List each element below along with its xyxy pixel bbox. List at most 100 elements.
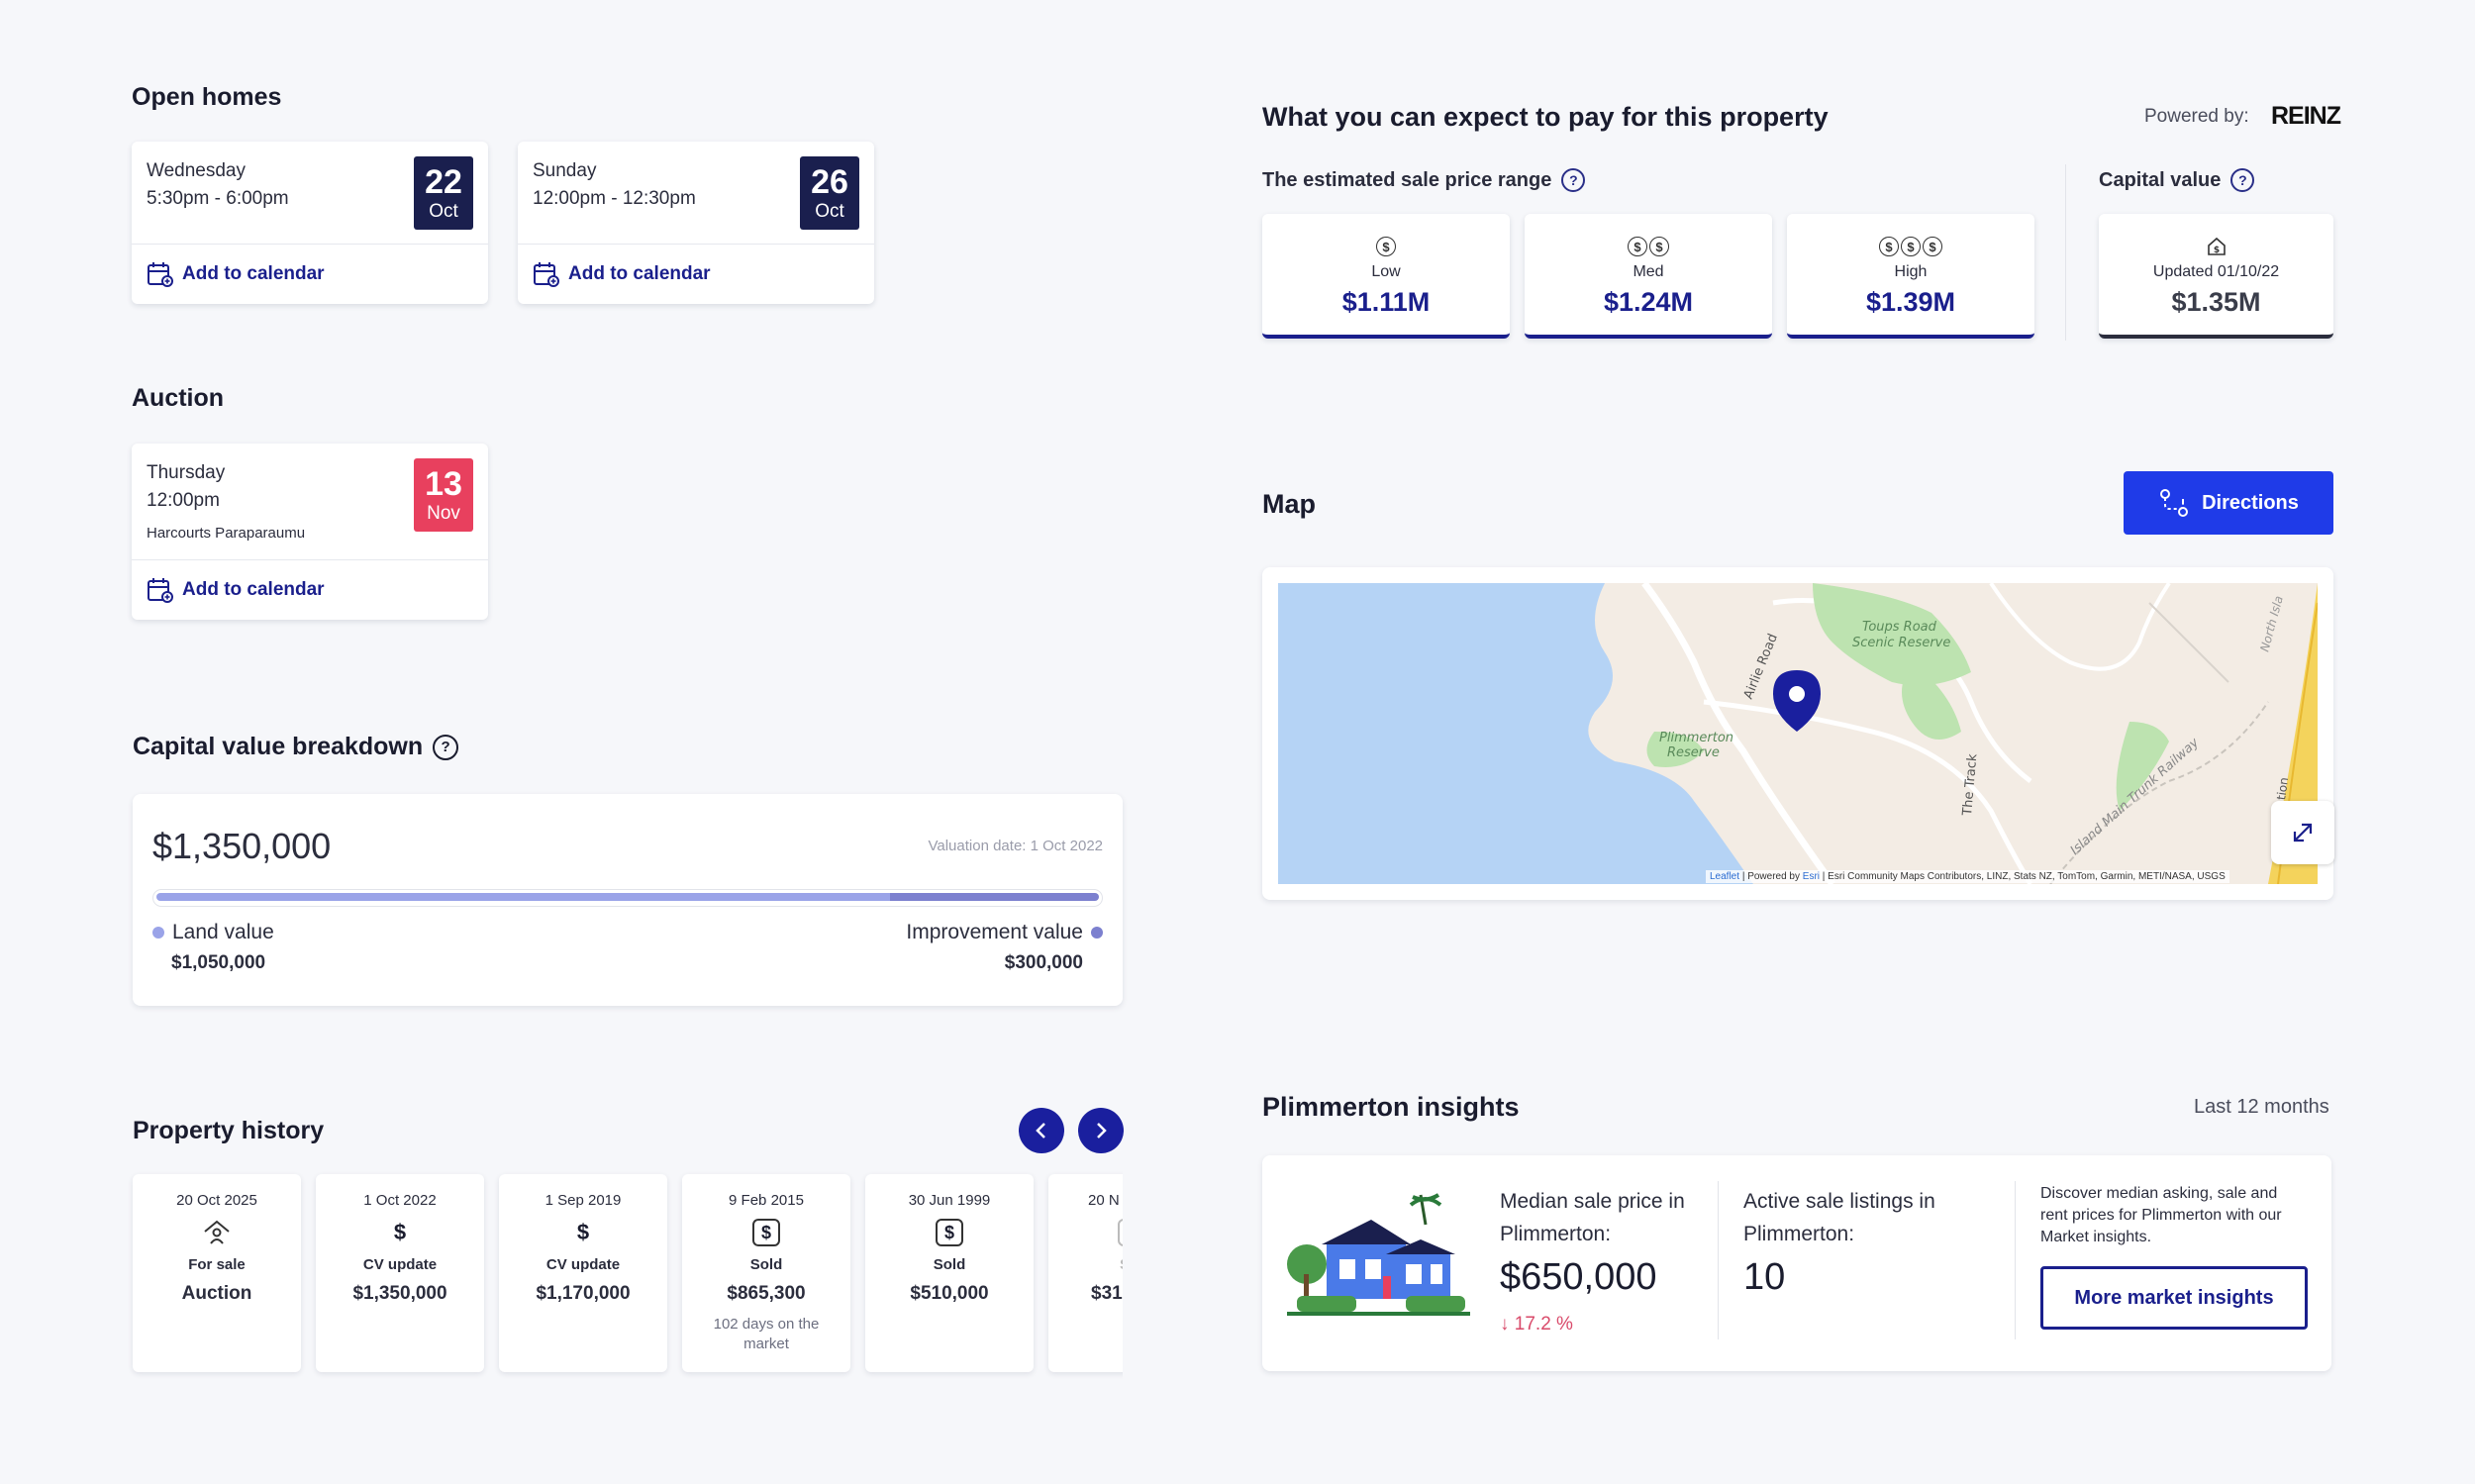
history-scroller[interactable]: 20 Oct 2025 For sale Auction 1 Oct 2022 … xyxy=(123,1164,1123,1382)
land-value-bar xyxy=(156,893,890,901)
calendar-add-icon xyxy=(148,262,173,287)
coin-icon: $ xyxy=(1923,237,1942,256)
help-icon[interactable]: ? xyxy=(2230,168,2255,192)
price-estimate-title: What you can expect to pay for this prop… xyxy=(1262,102,1829,132)
auction-card: Thursday 12:00pm Harcourts Paraparaumu 1… xyxy=(132,444,488,620)
dollar-icon: $ xyxy=(393,1220,407,1244)
history-card[interactable]: 30 Jun 1999 $ Sold $510,000 xyxy=(865,1174,1034,1372)
capital-breakdown-card: $1,350,000 Valuation date: 1 Oct 2022 La… xyxy=(133,794,1123,1006)
map-label-track: The Track xyxy=(1960,752,1981,817)
sale-range-header: The estimated sale price range ? xyxy=(1262,168,1586,192)
median-value: $650,000 xyxy=(1500,1256,1657,1298)
discover-text: Discover median asking, sale and rent pr… xyxy=(2040,1185,2282,1245)
open-homes-title: Open homes xyxy=(132,83,282,111)
history-next-button[interactable] xyxy=(1078,1108,1124,1153)
event-time: 12:00pm xyxy=(147,490,220,511)
add-to-calendar-button[interactable]: Add to calendar xyxy=(132,560,488,620)
coin-icon: $ xyxy=(1879,237,1899,256)
median-label: Median sale price in Plimmerton: xyxy=(1500,1190,1685,1245)
improvement-value: $300,000 xyxy=(1004,952,1083,973)
dollar-box-icon: $ xyxy=(752,1219,780,1246)
price-card-med: $ $ Med $1.24M xyxy=(1525,214,1772,339)
price-card-high: $ $ $ High $1.39M xyxy=(1787,214,2034,339)
map-attribution: Leaflet | Powered by Esri | Esri Communi… xyxy=(1706,870,2229,883)
event-time: 5:30pm - 6:00pm xyxy=(147,188,289,209)
event-time: 12:00pm - 12:30pm xyxy=(533,188,696,209)
improvement-dot xyxy=(1091,927,1103,939)
date-badge: 22 Oct xyxy=(414,156,473,230)
directions-button[interactable]: Directions xyxy=(2124,471,2333,535)
land-legend: Land value xyxy=(152,921,274,944)
svg-text:$: $ xyxy=(2213,246,2219,255)
date-badge: 13 Nov xyxy=(414,458,473,532)
coin-icon: $ xyxy=(1901,237,1921,256)
esri-link[interactable]: Esri xyxy=(1802,871,1821,882)
capital-breakdown-title: Capital value breakdown xyxy=(133,733,424,760)
expand-icon xyxy=(2293,823,2313,842)
history-card[interactable]: 20 N $ S $31 xyxy=(1048,1174,1123,1372)
help-icon[interactable]: ? xyxy=(1561,168,1586,192)
leaflet-link[interactable]: Leaflet xyxy=(1710,871,1740,882)
coin-icon: $ xyxy=(1628,237,1647,256)
capital-breakdown-header: Capital value breakdown ? xyxy=(133,733,459,761)
improvement-legend: Improvement value xyxy=(906,921,1103,944)
chevron-left-icon xyxy=(1036,1123,1045,1138)
open-home-card: Wednesday 5:30pm - 6:00pm 22 Oct Add to … xyxy=(132,142,488,304)
attribution-text: | Esri Community Maps Contributors, LINZ… xyxy=(1822,871,2226,882)
history-card[interactable]: 1 Sep 2019 $ CV update $1,170,000 xyxy=(499,1174,667,1372)
land-dot xyxy=(152,927,164,939)
auction-title: Auction xyxy=(132,384,225,412)
more-market-insights-button[interactable]: More market insights xyxy=(2040,1266,2308,1330)
route-icon xyxy=(2160,489,2189,517)
listings-value: 10 xyxy=(1743,1256,1786,1298)
capital-total: $1,350,000 xyxy=(152,826,332,866)
map-label-toups-2: Scenic Reserve xyxy=(1852,636,1950,650)
map-label-plimmerton-2: Reserve xyxy=(1667,745,1720,760)
event-day: Thursday xyxy=(147,462,226,483)
open-home-card: Sunday 12:00pm - 12:30pm 26 Oct Add to c… xyxy=(518,142,874,304)
improvement-label: Improvement value xyxy=(906,921,1083,943)
history-card[interactable]: 1 Oct 2022 $ CV update $1,350,000 xyxy=(316,1174,484,1372)
capital-value-label: Capital value xyxy=(2099,168,2222,191)
map-view[interactable]: Airlie Road Toups Road Scenic Reserve Pl… xyxy=(1278,583,2318,884)
location-pin-icon[interactable] xyxy=(1773,670,1821,732)
house-dollar-icon: $ xyxy=(2207,237,2226,255)
dollar-box-icon: $ xyxy=(1118,1219,1123,1246)
event-venue: Harcourts Paraparaumu xyxy=(147,525,306,542)
history-card[interactable]: 9 Feb 2015 $ Sold $865,300 102 days on t… xyxy=(682,1174,850,1372)
land-value: $1,050,000 xyxy=(171,952,266,973)
history-prev-button[interactable] xyxy=(1019,1108,1064,1153)
house-sale-icon xyxy=(204,1220,230,1244)
listings-label: Active sale listings in Plimmerton: xyxy=(1743,1190,1935,1245)
land-label: Land value xyxy=(172,921,274,943)
reinz-logo: REINZ xyxy=(2271,102,2341,130)
coin-icon: $ xyxy=(1649,237,1669,256)
house-illustration xyxy=(1287,1193,1470,1316)
chevron-right-icon xyxy=(1097,1123,1107,1138)
add-to-calendar-button[interactable]: Add to calendar xyxy=(132,245,488,304)
divider xyxy=(1718,1181,1719,1339)
sale-range-label: The estimated sale price range xyxy=(1262,168,1552,191)
insights-period: Last 12 months xyxy=(2194,1096,2329,1118)
event-day: Sunday xyxy=(533,160,597,181)
median-change: ↓ 17.2 % xyxy=(1500,1314,1573,1335)
fullscreen-button[interactable] xyxy=(2271,801,2334,864)
dollar-icon: $ xyxy=(576,1220,590,1244)
insights-card: Median sale price in Plimmerton: $650,00… xyxy=(1262,1155,2331,1371)
history-card[interactable]: 20 Oct 2025 For sale Auction xyxy=(133,1174,301,1372)
property-history-title: Property history xyxy=(133,1117,325,1144)
map-label-toups: Toups Road xyxy=(1862,620,1937,635)
map-label-plimmerton: Plimmerton xyxy=(1659,731,1733,745)
divider xyxy=(2065,164,2066,341)
map-card: Airlie Road Toups Road Scenic Reserve Pl… xyxy=(1262,567,2334,900)
help-icon[interactable]: ? xyxy=(433,734,459,760)
calendar-add-icon xyxy=(148,578,173,603)
add-to-calendar-button[interactable]: Add to calendar xyxy=(518,245,874,304)
divider xyxy=(2015,1181,2016,1339)
attribution-text: | Powered by xyxy=(1741,871,1800,882)
price-card-low: $ Low $1.11M xyxy=(1262,214,1510,339)
date-badge: 26 Oct xyxy=(800,156,859,230)
map-title: Map xyxy=(1262,489,1316,519)
powered-by-label: Powered by: xyxy=(2144,106,2249,127)
insights-title: Plimmerton insights xyxy=(1262,1092,1520,1122)
